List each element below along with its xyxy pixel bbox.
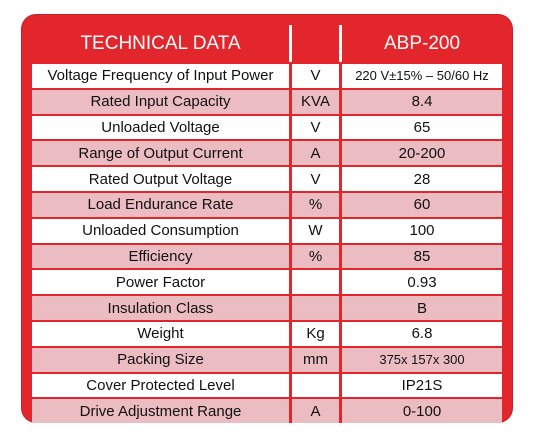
- value-cell: 0-100: [339, 397, 502, 424]
- unit-cell: %: [289, 190, 339, 217]
- unit-cell: W: [289, 216, 339, 243]
- spec-table: TECHNICAL DATA ABP-200 Voltage Frequency…: [32, 25, 502, 424]
- param-cell: Cover Protected Level: [32, 371, 289, 398]
- param-cell: Insulation Class: [32, 294, 289, 320]
- unit-cell: A: [289, 139, 339, 166]
- unit-cell: KVA: [289, 87, 339, 114]
- value-cell: 8.4: [339, 87, 502, 114]
- table-row: Efficiency % 85: [32, 242, 502, 269]
- table-row: Insulation Class B: [32, 294, 502, 320]
- param-cell: Rated Output Voltage: [32, 165, 289, 191]
- value-cell: 375x 157x 300: [339, 345, 502, 372]
- value-cell: IP21S: [339, 371, 502, 398]
- value-cell: 60: [339, 190, 502, 217]
- unit-cell: [289, 371, 339, 398]
- param-cell: Efficiency: [32, 242, 289, 269]
- table-row: Packing Size mm 375x 157x 300: [32, 345, 502, 372]
- table-row: Range of Output Current A 20-200: [32, 139, 502, 166]
- value-cell: 6.8: [339, 319, 502, 346]
- unit-cell: V: [289, 165, 339, 191]
- unit-cell: Kg: [289, 319, 339, 346]
- value-cell: 28: [339, 165, 502, 191]
- unit-cell: V: [289, 113, 339, 140]
- table-row: Rated Output Voltage V 28: [32, 165, 502, 191]
- value-cell: 85: [339, 242, 502, 269]
- param-cell: Rated Input Capacity: [32, 87, 289, 114]
- param-cell: Drive Adjustment Range: [32, 397, 289, 424]
- table-row: Load Endurance Rate % 60: [32, 190, 502, 217]
- param-cell: Load Endurance Rate: [32, 190, 289, 217]
- table-row: Power Factor 0.93: [32, 268, 502, 295]
- header-model: ABP-200: [339, 25, 502, 62]
- value-cell: 220 V±15% – 50/60 Hz: [339, 62, 502, 88]
- param-cell: Weight: [32, 319, 289, 346]
- value-cell: 0.93: [339, 268, 502, 295]
- table-row: Weight Kg 6.8: [32, 319, 502, 346]
- unit-cell: %: [289, 242, 339, 269]
- unit-cell: [289, 294, 339, 320]
- spec-sheet: TECHNICAL DATA ABP-200 Voltage Frequency…: [22, 15, 512, 424]
- table-header-row: TECHNICAL DATA ABP-200: [32, 25, 502, 62]
- unit-cell: mm: [289, 345, 339, 372]
- table-row: Voltage Frequency of Input Power V 220 V…: [32, 62, 502, 88]
- unit-cell: V: [289, 62, 339, 88]
- header-unit: [289, 25, 339, 62]
- value-cell: 20-200: [339, 139, 502, 166]
- unit-cell: [289, 268, 339, 295]
- spec-table-wrapper: TECHNICAL DATA ABP-200 Voltage Frequency…: [32, 25, 502, 424]
- table-row: Unloaded Voltage V 65: [32, 113, 502, 140]
- param-cell: Power Factor: [32, 268, 289, 295]
- table-row: Cover Protected Level IP21S: [32, 371, 502, 398]
- param-cell: Range of Output Current: [32, 139, 289, 166]
- param-cell: Unloaded Voltage: [32, 113, 289, 140]
- unit-cell: A: [289, 397, 339, 424]
- table-row: Drive Adjustment Range A 0-100: [32, 397, 502, 424]
- table-row: Unloaded Consumption W 100: [32, 216, 502, 243]
- value-cell: 100: [339, 216, 502, 243]
- param-cell: Unloaded Consumption: [32, 216, 289, 243]
- param-cell: Packing Size: [32, 345, 289, 372]
- table-row: Rated Input Capacity KVA 8.4: [32, 87, 502, 114]
- value-cell: 65: [339, 113, 502, 140]
- header-title: TECHNICAL DATA: [32, 25, 289, 62]
- param-cell: Voltage Frequency of Input Power: [32, 62, 289, 88]
- value-cell: B: [339, 294, 502, 320]
